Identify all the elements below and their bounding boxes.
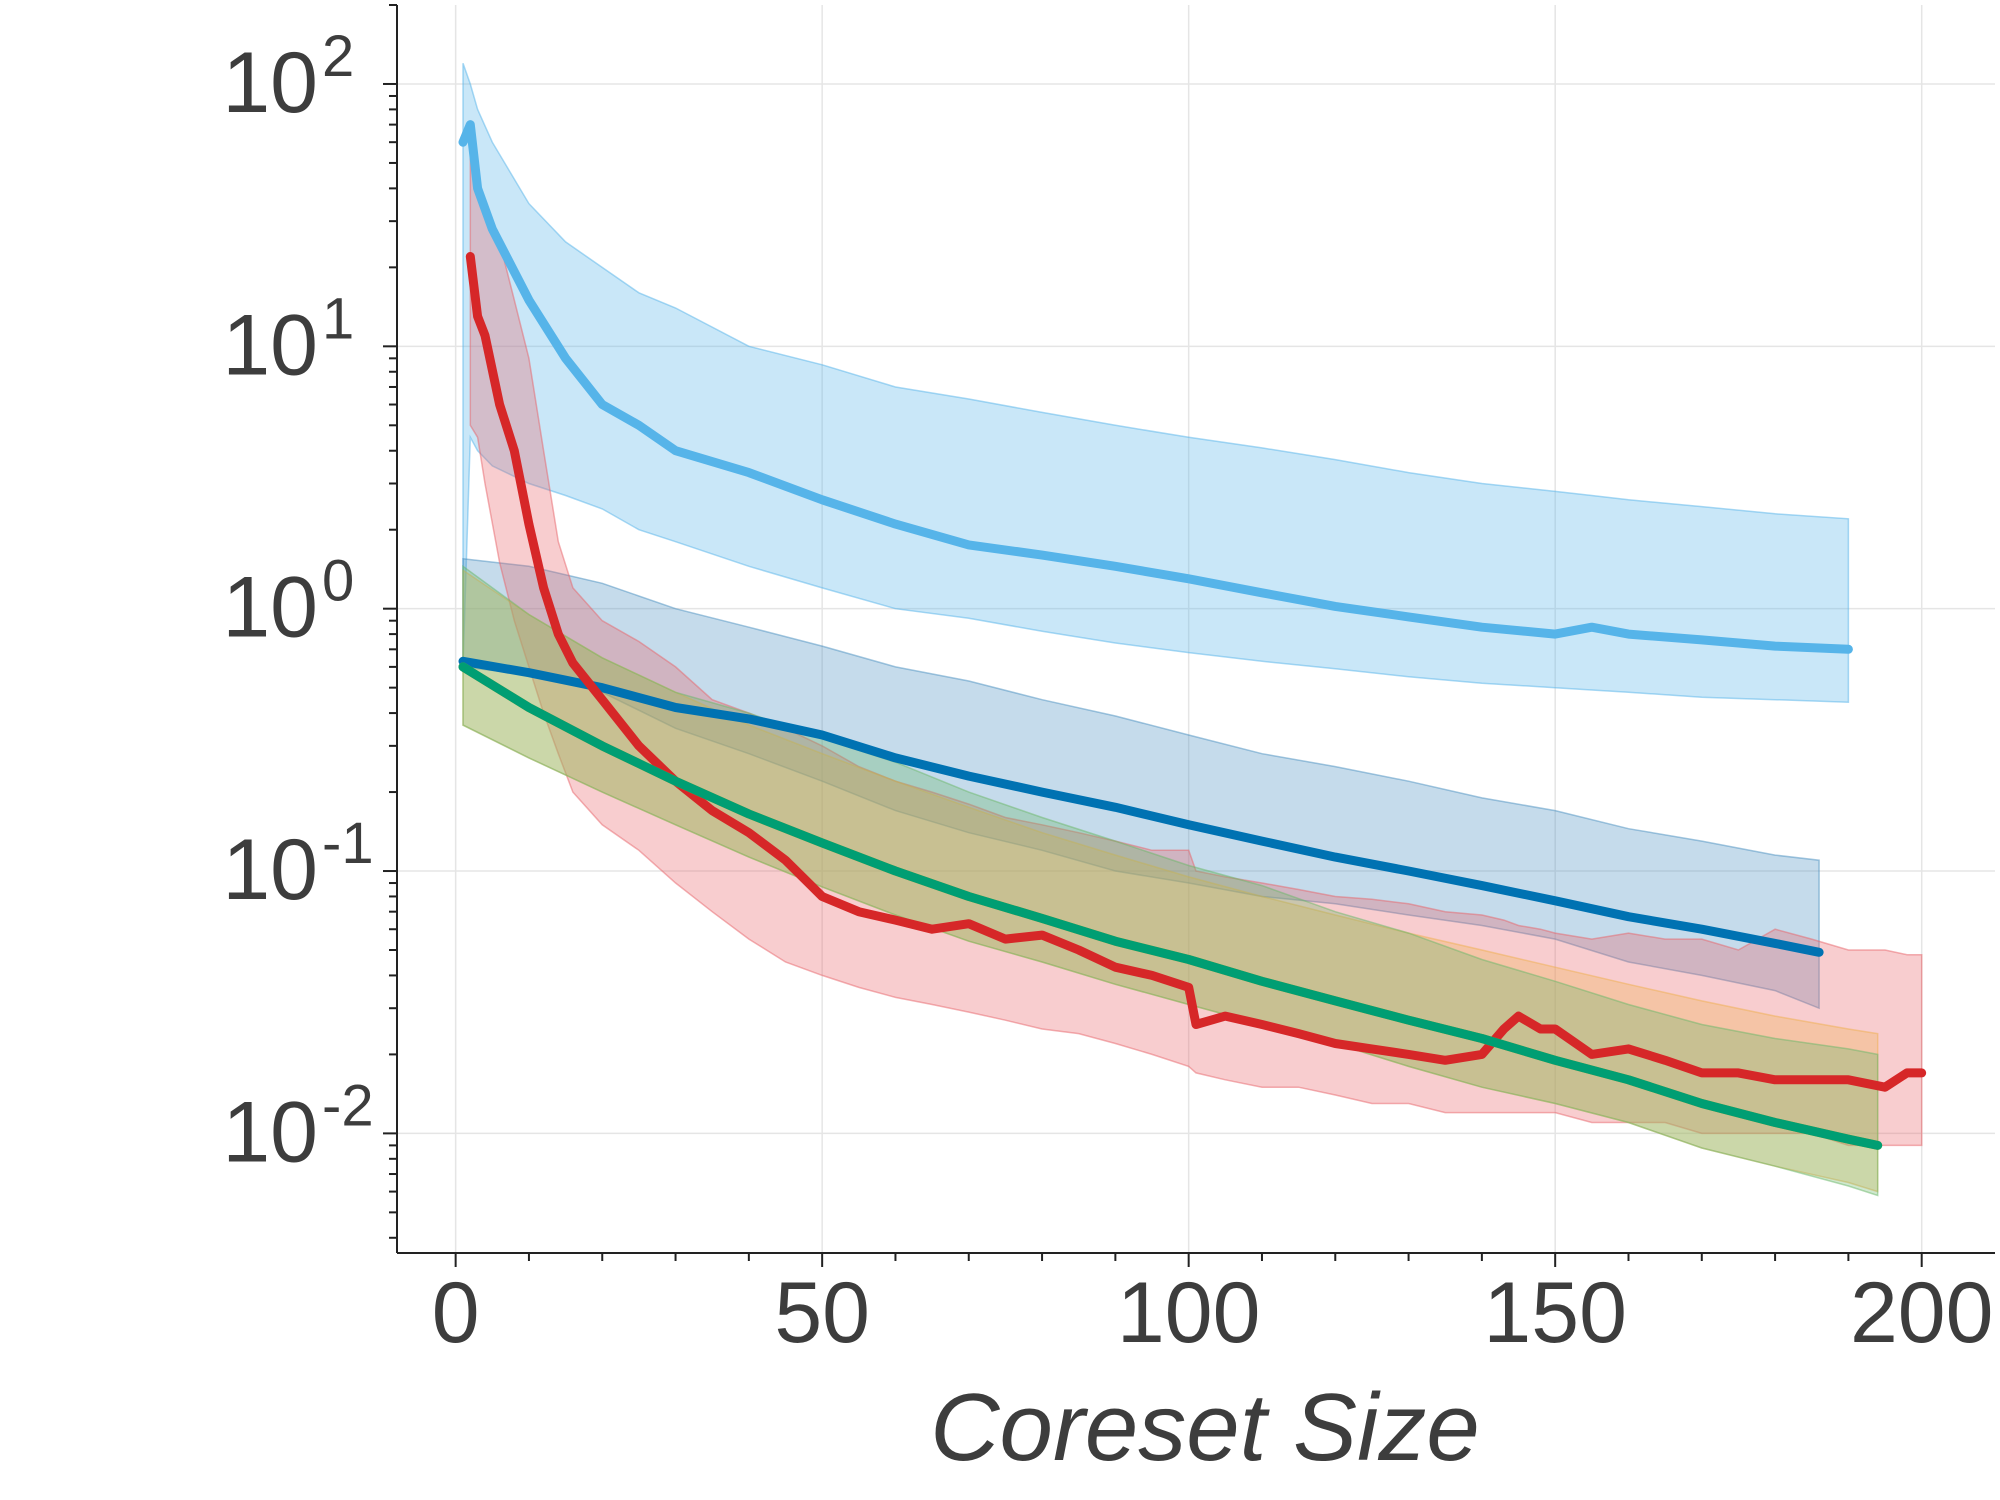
y-tick-label-2: 10	[222, 560, 318, 656]
series-0-band	[462, 62, 1850, 703]
y-tick-label-1: 10	[222, 822, 318, 918]
y-tick-exponent-2: 0	[322, 549, 354, 614]
y-tick-label-3: 10	[222, 297, 318, 393]
y-tick-exponent-4: 2	[322, 24, 354, 89]
series-2-line	[465, 252, 1927, 1092]
x-tick-label-2: 100	[1117, 1265, 1261, 1361]
series-1-line	[458, 656, 1824, 957]
x-axis-title: Coreset Size	[930, 1374, 1480, 1481]
axis-layer	[383, 4, 1995, 1267]
x-tick-label-1: 50	[774, 1265, 870, 1361]
y-tick-exponent-1: -1	[322, 811, 374, 876]
y-tick-exponent-0: -2	[322, 1073, 374, 1138]
series-4-band	[462, 564, 1879, 1197]
y-tick-label-0: 10	[222, 1084, 318, 1180]
series-1-band	[462, 557, 1820, 1010]
y-tick-label-4: 10	[222, 35, 318, 131]
x-tick-label-0: 0	[432, 1265, 480, 1361]
y-tick-exponent-3: 1	[322, 286, 354, 351]
series-4-line	[458, 662, 1883, 1150]
line-layer	[458, 120, 1927, 1150]
series-0-line	[458, 120, 1853, 654]
x-tick-label-4: 200	[1850, 1265, 1994, 1361]
grid-layer	[397, 5, 1995, 1253]
x-tick-label-3: 150	[1483, 1265, 1627, 1361]
